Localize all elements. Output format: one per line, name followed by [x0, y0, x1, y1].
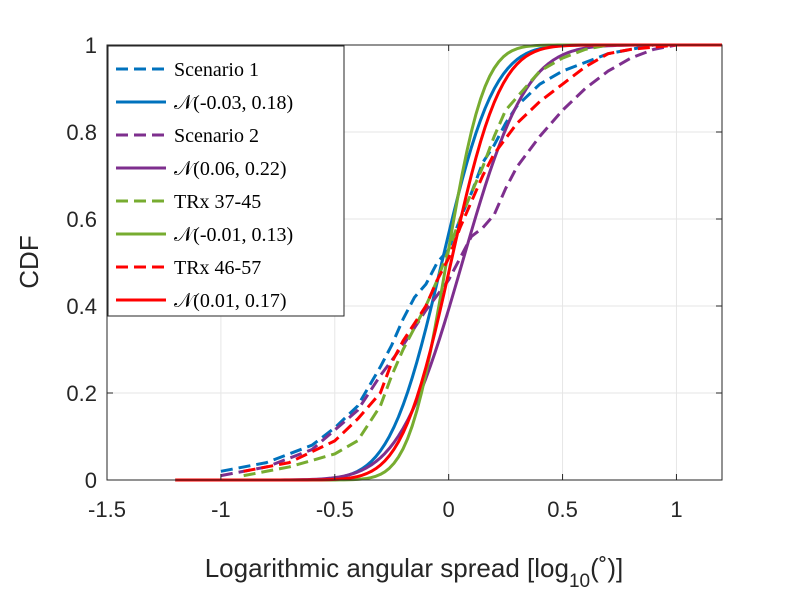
y-tick-label: 0.2 — [66, 381, 97, 406]
legend-label: 𝒩(0.01, 0.17) — [174, 290, 286, 312]
legend-label: Scenario 2 — [174, 125, 259, 147]
x-axis-label-subscript: 10 — [569, 571, 590, 592]
y-tick-label: 0.6 — [66, 207, 97, 232]
legend-entry: Scenario 2 — [116, 125, 259, 147]
legend-entry: 𝒩(-0.03, 0.18) — [116, 92, 293, 114]
legend-entry: 𝒩(0.06, 0.22) — [116, 158, 286, 180]
legend-label: 𝒩(-0.01, 0.13) — [174, 224, 293, 246]
x-tick-labels: -1.5 -1 -0.5 0 0.5 1 — [88, 497, 683, 522]
series-line-5 — [243, 43, 631, 478]
x-axis-label-main: Logarithmic angular spread [log — [205, 553, 569, 583]
legend-entry: TRx 46-57 — [116, 257, 261, 279]
x-axis-label: Logarithmic angular spread [log10(˚)] — [205, 553, 624, 592]
y-tick-label: 1 — [85, 33, 97, 58]
x-tick-label: -0.5 — [316, 497, 354, 522]
y-tick-label: 0 — [85, 468, 97, 493]
series-line-3 — [220, 43, 700, 478]
x-tick-label: 0 — [443, 497, 455, 522]
legend-entry: TRx 37-45 — [116, 191, 261, 213]
legend-entry: 𝒩(-0.01, 0.13) — [116, 224, 293, 246]
axes-box — [106, 44, 723, 481]
legend-label: Scenario 1 — [174, 59, 259, 81]
y-axis-label: CDF — [14, 235, 44, 288]
legend-label: 𝒩(0.06, 0.22) — [174, 158, 286, 180]
x-tick-label: 0.5 — [547, 497, 578, 522]
x-tick-label: 1 — [670, 497, 682, 522]
x-axis-label-tail: (˚)] — [590, 553, 623, 583]
y-tick-label: 0.4 — [66, 294, 97, 319]
y-tick-labels: 0 0.2 0.4 0.6 0.8 1 — [66, 33, 97, 493]
x-tick-label: -1 — [211, 497, 231, 522]
legend-label: TRx 46-57 — [174, 257, 261, 279]
legend-entry: Scenario 1 — [116, 59, 259, 81]
legend: Scenario 1 𝒩(-0.03, 0.18) Scenario 2 𝒩(0.06… — [107, 45, 345, 317]
x-tick-label: -1.5 — [88, 497, 126, 522]
legend-box — [107, 45, 345, 317]
y-tick-label: 0.8 — [66, 120, 97, 145]
legend-entry: 𝒩(0.01, 0.17) — [116, 290, 286, 312]
legend-label: 𝒩(-0.03, 0.18) — [174, 92, 293, 114]
legend-label: TRx 37-45 — [174, 191, 261, 213]
